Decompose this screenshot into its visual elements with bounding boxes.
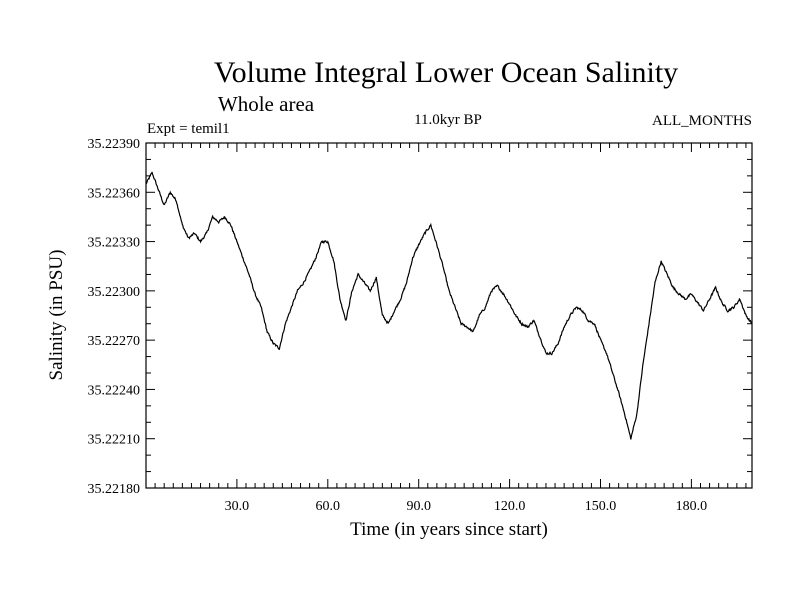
expt-label: Expt = temil1 [147, 121, 230, 137]
salinity-series-line [145, 171, 753, 440]
x-tick-label: 60.0 [316, 499, 341, 514]
y-tick-label: 35.22270 [88, 334, 141, 349]
y-tick-label: 35.22210 [88, 433, 141, 448]
x-tick-label: 150.0 [585, 499, 617, 514]
period-label: 11.0kyr BP [414, 112, 482, 128]
plot-frame [145, 142, 753, 489]
x-tick-label: 90.0 [406, 499, 431, 514]
x-tick-label: 180.0 [676, 499, 708, 514]
x-axis-ticks: 30.0 60.0 90.0 120.0 150.0 180.0 [145, 143, 747, 514]
y-tick-label: 35.22300 [88, 285, 141, 300]
y-tick-label: 35.22180 [88, 482, 141, 497]
x-tick-label: 120.0 [494, 499, 526, 514]
x-tick-label: 30.0 [225, 499, 250, 514]
y-tick-label: 35.22390 [88, 137, 141, 152]
y-tick-label: 35.22240 [88, 383, 141, 398]
y-tick-label: 35.22360 [88, 186, 141, 201]
y-axis-label: Salinity (in PSU) [46, 250, 67, 381]
y-tick-label: 35.22330 [88, 236, 141, 251]
chart-subtitle: Whole area [218, 92, 315, 116]
chart-title: Volume Integral Lower Ocean Salinity [214, 56, 678, 89]
x-axis-label: Time (in years since start) [350, 519, 548, 540]
months-label: ALL_MONTHS [652, 113, 752, 129]
y-axis-ticks: 35.22180 35.22210 35.22240 35.22270 35.22300… [88, 137, 752, 497]
